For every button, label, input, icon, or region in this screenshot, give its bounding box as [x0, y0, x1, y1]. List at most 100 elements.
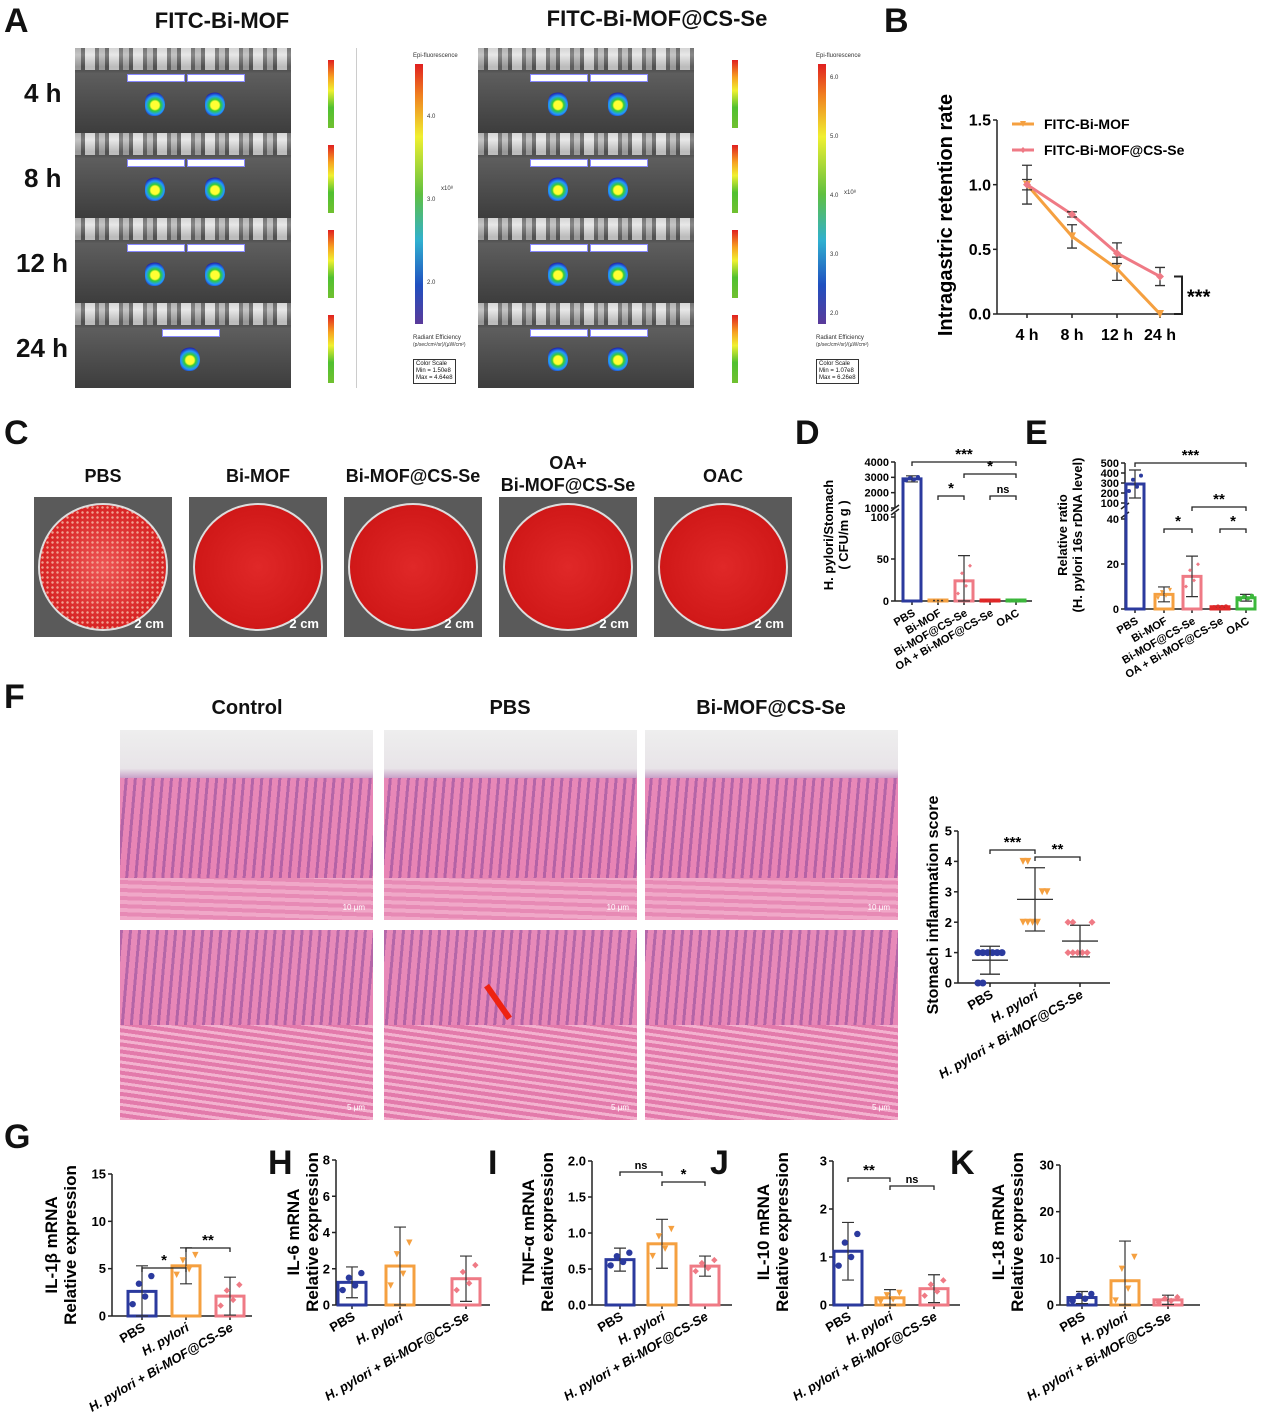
scale-bar-label: 10 μm	[867, 903, 890, 912]
data-point	[711, 1256, 718, 1264]
data-point	[1196, 562, 1200, 567]
y-axis-label: Stomach inflammation score	[925, 796, 942, 1015]
data-point	[459, 1268, 467, 1276]
tube-rack	[478, 48, 694, 71]
error-bar	[928, 1274, 940, 1304]
data-point	[883, 1292, 891, 1299]
data-point	[877, 1298, 884, 1306]
data-point	[472, 1261, 479, 1269]
data-point	[960, 571, 964, 576]
data-point	[912, 477, 916, 482]
scale-bar-label: 10 μm	[342, 903, 365, 912]
data-point	[1081, 1295, 1089, 1302]
y-tick-label: 4	[323, 1225, 331, 1240]
x-category-label: PBS	[965, 986, 996, 1013]
significance-bracket	[1134, 462, 1247, 467]
scale-bar: 2 cm	[134, 616, 164, 631]
data-point	[1160, 590, 1164, 595]
series-line	[1026, 183, 1161, 278]
y-tick-label: 4000	[865, 457, 889, 469]
y-tick-label: 0	[1113, 604, 1119, 616]
y-tick-label: 0	[99, 1309, 106, 1324]
data-point	[942, 598, 946, 603]
y-tick-label: 2000	[865, 488, 889, 500]
significance-label: *	[1230, 513, 1236, 530]
y-tick-label: 1	[945, 945, 952, 960]
data-point	[934, 598, 938, 603]
error-bar	[699, 1255, 711, 1277]
stomach-signal	[608, 92, 628, 116]
data-point	[1020, 147, 1026, 153]
colorbar-unit: x10⁸	[844, 190, 857, 196]
error-bar	[1158, 586, 1170, 603]
scale-bar: 2 cm	[599, 616, 629, 631]
data-point	[1124, 1285, 1132, 1292]
data-point	[986, 598, 990, 603]
mean-sd-bar	[1017, 867, 1053, 932]
agar-plate-photo: 2 cm	[499, 497, 637, 637]
data-point	[979, 949, 987, 957]
color-scale-max: Max = 6.26e8	[819, 375, 856, 381]
x-tick-label: 24 h	[1144, 327, 1176, 344]
significance-label: ns	[997, 484, 1010, 496]
data-point	[1188, 568, 1192, 573]
he-stain-image-low-mag: 10 μm	[120, 730, 373, 920]
color-scale-min: Min = 1.50e8	[416, 368, 451, 374]
scale-bar-label: 10 μm	[606, 903, 629, 912]
mean-sd-bar	[972, 945, 1008, 975]
panel-f-title-control: Control	[211, 697, 283, 719]
data-point	[1019, 857, 1027, 865]
legend-label: FITC-Bi-MOF	[1044, 116, 1130, 132]
data-point	[1184, 584, 1188, 589]
colorbar-epi-fluorescence	[818, 64, 826, 324]
y-tick-label: 2	[820, 1202, 827, 1217]
x-tick-label: 4 h	[1015, 327, 1038, 344]
y-axis-label: Relative expression	[1008, 1152, 1027, 1312]
significance-label: *	[161, 1252, 167, 1269]
mean-sd-bar	[1062, 924, 1098, 958]
tube-rack	[478, 218, 694, 241]
data-point	[704, 1264, 712, 1272]
y-tick-label: 2	[945, 915, 952, 930]
error-bar	[394, 1226, 406, 1306]
data-point	[835, 1262, 842, 1269]
panel-label-h: H	[268, 1144, 293, 1182]
stomach-signal	[180, 347, 200, 371]
data-point	[889, 1296, 897, 1303]
y-tick-label: 3000	[865, 472, 889, 484]
significance-bracket	[1163, 528, 1193, 533]
data-point	[185, 1266, 193, 1273]
x-category-label: H. pylori	[353, 1308, 406, 1347]
data-point	[236, 1281, 243, 1288]
data-point	[1012, 598, 1016, 603]
dish-label: OA+	[549, 453, 587, 473]
row-colorbar	[732, 230, 738, 298]
data-point	[990, 598, 994, 603]
data-point	[921, 1292, 928, 1299]
data-point	[179, 1257, 187, 1264]
error-bar	[1119, 1240, 1131, 1306]
y-tick-label: 100	[1101, 498, 1119, 510]
error-bar	[1214, 605, 1226, 609]
data-point	[387, 1282, 394, 1289]
y-tick-label: 1.5	[568, 1190, 586, 1205]
dish-label: Bi-MOF@CS-Se	[500, 475, 636, 495]
ivis-image	[478, 303, 694, 390]
agar-plate-photo: 2 cm	[189, 497, 327, 637]
data-point	[904, 478, 908, 483]
roi-label	[590, 243, 648, 252]
he-stain-image-high-mag: 5 μm	[384, 930, 637, 1120]
data-point	[406, 1239, 413, 1246]
agar-plate-photo: 2 cm	[344, 497, 482, 637]
significance-bracket	[937, 495, 965, 500]
agar-plate	[193, 503, 323, 631]
significance-bracket	[1191, 506, 1247, 511]
significance-label: ***	[1187, 287, 1211, 309]
tube-rack	[478, 133, 694, 156]
significance-label: *	[987, 458, 993, 475]
roi-label	[127, 73, 185, 82]
significance-label: *	[1175, 513, 1181, 530]
